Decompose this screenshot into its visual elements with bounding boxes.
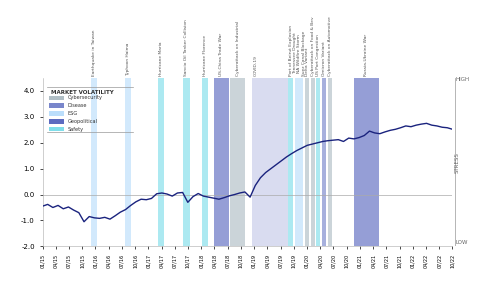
Bar <box>310 78 314 246</box>
Text: Cybersecurity: Cybersecurity <box>68 95 103 100</box>
Text: MARKET VOLATILITY: MARKET VOLATILITY <box>50 90 114 95</box>
Text: Port of Beirut Explosion: Port of Beirut Explosion <box>288 25 292 76</box>
Bar <box>91 78 97 246</box>
Text: Sancio Oil Tanker Collision: Sancio Oil Tanker Collision <box>184 19 188 76</box>
Text: Safety: Safety <box>68 127 84 132</box>
Bar <box>158 78 164 246</box>
Text: Omicron Variant: Omicron Variant <box>322 41 326 76</box>
Bar <box>48 103 64 108</box>
Text: Delta Variant: Delta Variant <box>305 48 309 76</box>
Text: Hurricane Maria: Hurricane Maria <box>160 41 164 76</box>
Text: HIGH: HIGH <box>455 77 469 82</box>
Bar <box>316 78 320 246</box>
Text: Disease: Disease <box>68 103 87 108</box>
Text: Tennessee Drought
NA Wildfire Storm
Suez Canal Blockage: Tennessee Drought NA Wildfire Storm Suez… <box>292 31 306 76</box>
Text: Russia-Ukraine War: Russia-Ukraine War <box>364 34 368 76</box>
Bar <box>296 78 303 246</box>
Bar <box>305 78 309 246</box>
Bar <box>322 78 326 246</box>
Bar <box>48 111 64 116</box>
Bar <box>354 78 378 246</box>
Text: LOW: LOW <box>455 241 468 245</box>
Text: US-China Trade War: US-China Trade War <box>220 33 224 76</box>
Bar <box>48 119 64 124</box>
Text: Cyberattack on Food & Bev: Cyberattack on Food & Bev <box>310 16 314 76</box>
Text: ESG: ESG <box>68 111 78 116</box>
Bar <box>252 78 288 246</box>
Text: Typhoon Haima: Typhoon Haima <box>126 43 130 76</box>
Text: Cyberattack on Industrial: Cyberattack on Industrial <box>236 21 240 76</box>
Bar <box>48 96 64 100</box>
Bar <box>288 78 294 246</box>
Text: COVID-19: COVID-19 <box>254 55 258 76</box>
Bar <box>124 78 130 246</box>
Text: Hurricane Florence: Hurricane Florence <box>203 35 207 76</box>
Bar <box>48 127 64 131</box>
Bar <box>182 78 190 246</box>
Bar <box>202 78 208 246</box>
Text: Geopolitical: Geopolitical <box>68 119 98 124</box>
Bar <box>328 78 332 246</box>
Bar <box>230 78 246 246</box>
Text: Earthquake in Taiwan: Earthquake in Taiwan <box>92 29 96 76</box>
Text: US Port Congestion: US Port Congestion <box>316 34 320 76</box>
Text: STRESS: STRESS <box>455 152 460 173</box>
Text: Cyberattack on Automotive: Cyberattack on Automotive <box>328 16 332 76</box>
Bar <box>214 78 229 246</box>
